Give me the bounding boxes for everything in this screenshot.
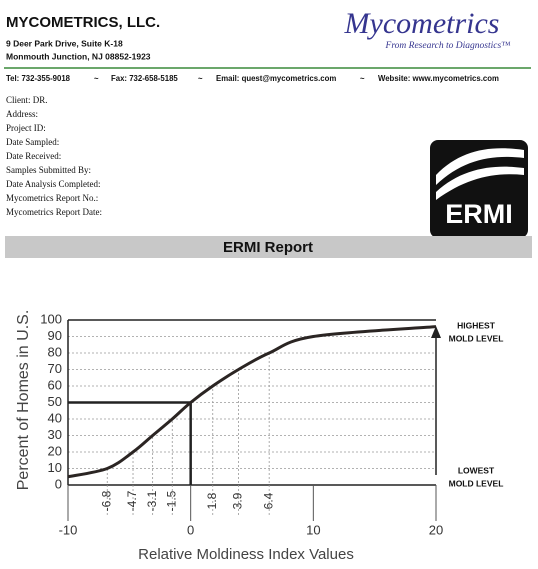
percentile-label: 6.4 (261, 492, 275, 509)
separator: ~ (94, 74, 99, 83)
percentile-label: -6.8 (99, 490, 113, 511)
percentile-label: 3.9 (231, 492, 245, 509)
client-field: Mycometrics Report Date: (6, 207, 102, 217)
address: 9 Deer Park Drive, Suite K-18 (6, 38, 123, 48)
address: Monmouth Junction, NJ 08852-1923 (6, 51, 151, 61)
separator: ~ (198, 74, 203, 83)
annotation: LOWEST (458, 465, 495, 475)
company-name: MYCOMETRICS, LLC. (6, 14, 160, 31)
percentile-label: -3.1 (145, 490, 159, 511)
x-tick-label: 20 (429, 522, 443, 537)
client-field: Project ID: (6, 123, 46, 133)
y-tick-label: 0 (55, 476, 62, 491)
contact-website: Website: www.mycometrics.com (378, 74, 499, 83)
y-tick-label: 60 (48, 377, 62, 392)
y-tick-label: 90 (48, 328, 62, 343)
y-tick-label: 50 (48, 394, 62, 409)
annotation: MOLD LEVEL (449, 478, 504, 488)
x-tick-label: -10 (59, 522, 78, 537)
y-tick-label: 70 (48, 361, 62, 376)
y-tick-label: 40 (48, 410, 62, 425)
y-tick-label: 100 (40, 311, 62, 326)
percentile-label: 1.8 (205, 492, 219, 509)
ermi-logo: ERMI (430, 140, 528, 238)
logo-text: Mycometrics (344, 7, 500, 40)
client-field: Samples Submitted By: (6, 165, 91, 175)
annotation: MOLD LEVEL (449, 333, 504, 343)
arrow-head (431, 326, 441, 338)
contact-tel: Tel: 732-355-9018 (6, 74, 71, 83)
percentile-label: -4.7 (125, 490, 139, 511)
client-field: Mycometrics Report No.: (6, 193, 98, 203)
y-tick-label: 20 (48, 443, 62, 458)
contact-fax: Fax: 732-658-5185 (111, 74, 178, 83)
client-field: Date Received: (6, 151, 61, 161)
x-tick-label: 0 (187, 522, 194, 537)
percentile-label: -1.5 (164, 490, 178, 511)
curve (67, 325, 437, 479)
y-tick-label: 10 (48, 460, 62, 475)
y-tick-label: 80 (48, 344, 62, 359)
logo-ermi: ERMI (445, 199, 513, 229)
y-tick-label: 30 (48, 427, 62, 442)
logo-tagline: From Research to Diagnostics™ (385, 41, 512, 51)
x-tick-label: 10 (306, 522, 320, 537)
title-bar (5, 236, 532, 258)
x-axis-label: Relative Moldiness Index Values (138, 546, 354, 563)
logo-swoosh (436, 166, 524, 200)
client-field: Date Analysis Completed: (6, 179, 101, 189)
y-axis-label: Percent of Homes in U.S. (15, 310, 32, 491)
contact-line: Tel: 732-355-9018 ~ Fax: 732-658-5185 ~ … (6, 74, 499, 83)
separator: ~ (360, 74, 365, 83)
report-title: ERMI Report (223, 239, 313, 256)
client-fields: Client: DR. Address: Project ID: Date Sampl… (6, 95, 102, 217)
contact-email: Email: quest@mycometrics.com (216, 74, 336, 83)
client-field: Date Sampled: (6, 137, 59, 147)
client-field: Client: DR. (6, 95, 48, 105)
client-field: Address: (6, 109, 38, 119)
annotation: HIGHEST (457, 320, 496, 330)
logo-swoosh (436, 148, 524, 185)
